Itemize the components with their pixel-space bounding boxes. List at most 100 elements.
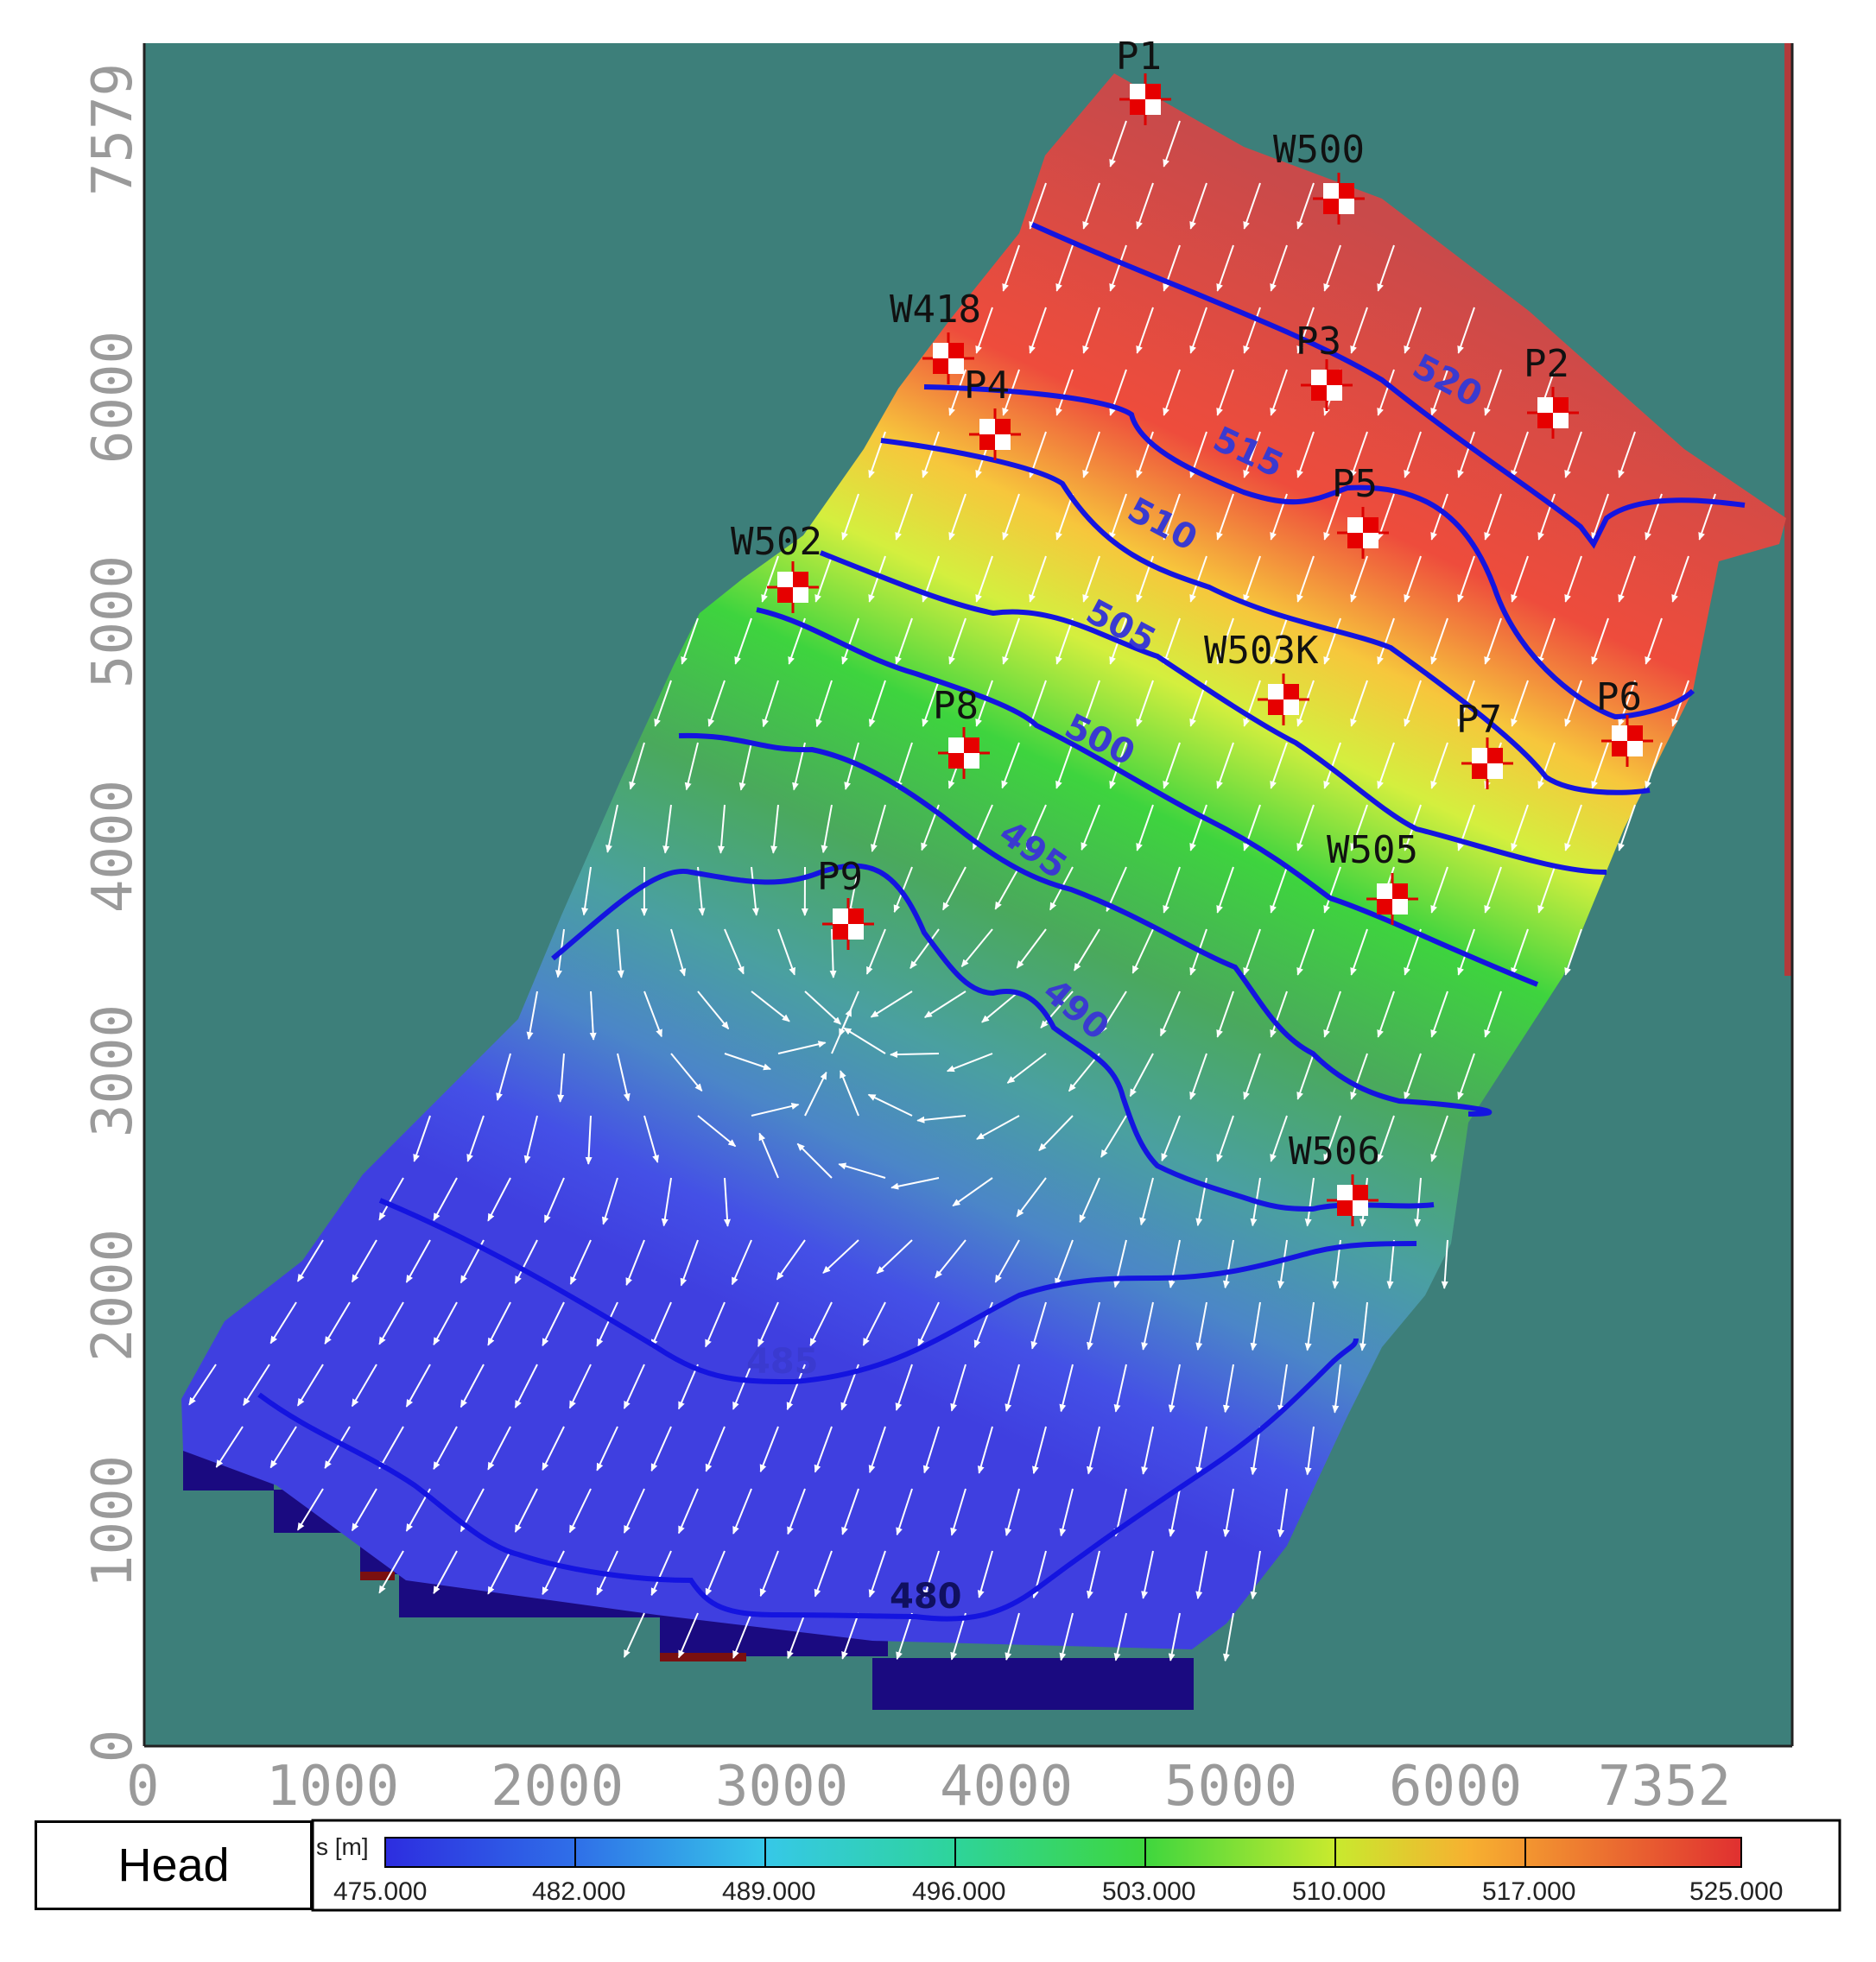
flow-arrow xyxy=(1163,493,1181,541)
flow-arrow xyxy=(1216,866,1234,914)
colorbar-tick: 475.000 xyxy=(333,1877,427,1906)
well-marker[interactable]: W418 xyxy=(890,288,981,384)
y-tick-label: 7579 xyxy=(81,63,145,196)
flow-arrow xyxy=(922,1426,940,1474)
flow-arrow xyxy=(1511,680,1529,727)
flow-arrow xyxy=(1564,431,1582,478)
well-label: P5 xyxy=(1332,462,1378,506)
flow-arrow xyxy=(1025,804,1047,851)
flow-arrow xyxy=(1618,804,1636,851)
flow-arrow xyxy=(948,617,967,665)
flow-arrow xyxy=(829,928,837,978)
flow-arrow xyxy=(868,555,886,603)
well-marker[interactable]: W500 xyxy=(1273,128,1365,225)
contour-label: 480 xyxy=(890,1577,962,1617)
flow-arrow xyxy=(1068,1053,1100,1092)
flow-arrow xyxy=(862,1301,886,1346)
flow-arrow xyxy=(1404,928,1422,976)
flow-arrow xyxy=(662,804,672,854)
well-marker[interactable]: P1 xyxy=(1116,35,1171,125)
flow-arrow xyxy=(650,1550,672,1597)
flow-arrow xyxy=(697,1115,737,1148)
flow-arrow xyxy=(643,1115,659,1163)
flow-arrow xyxy=(378,1301,404,1345)
well-marker[interactable]: P3 xyxy=(1296,320,1353,411)
contour-520 xyxy=(1030,222,1746,549)
flow-arrow xyxy=(413,1115,431,1162)
well-marker[interactable]: P2 xyxy=(1524,342,1579,439)
well-marker[interactable]: P7 xyxy=(1456,698,1513,789)
contour-485 xyxy=(378,1198,1417,1385)
flow-arrow xyxy=(697,990,730,1030)
flow-arrow xyxy=(1350,1053,1368,1100)
flow-arrow xyxy=(623,1488,645,1534)
flow-arrow xyxy=(1243,1053,1261,1100)
flow-arrow xyxy=(976,1115,1020,1140)
contour-505 xyxy=(819,550,1607,875)
flow-arrow xyxy=(1100,1115,1127,1158)
flow-arrow xyxy=(890,1177,940,1190)
flow-arrow xyxy=(1059,1612,1074,1661)
flow-arrow xyxy=(809,1301,833,1347)
flow-arrow xyxy=(831,1008,852,1054)
well-marker[interactable]: W502 xyxy=(731,520,822,613)
well-marker[interactable]: P9 xyxy=(817,855,874,950)
flow-arrow xyxy=(581,866,592,916)
flow-arrow xyxy=(1243,182,1261,230)
flow-arrow xyxy=(296,1488,324,1531)
well-marker[interactable]: P5 xyxy=(1332,462,1389,559)
flow-arrow xyxy=(870,990,913,1018)
contour-490 xyxy=(551,863,1435,1212)
flow-arrow xyxy=(596,1426,618,1472)
x-tick-label: 4000 xyxy=(940,1755,1073,1819)
flow-arrow xyxy=(1564,928,1582,976)
flow-arrow xyxy=(1457,307,1475,354)
well-marker[interactable]: W505 xyxy=(1327,828,1418,925)
well-label: W505 xyxy=(1327,828,1418,872)
flow-arrow xyxy=(777,1041,827,1054)
colorbar-tick: 525.000 xyxy=(1689,1877,1783,1906)
flow-arrow xyxy=(617,1053,631,1102)
dark-red-cell xyxy=(660,1653,746,1661)
well-marker[interactable]: W506 xyxy=(1289,1130,1380,1226)
flow-arrow xyxy=(1457,555,1475,603)
flow-arrow xyxy=(1059,1488,1074,1537)
flow-arrow xyxy=(677,1612,699,1659)
flow-arrow xyxy=(1079,1177,1100,1224)
flow-arrow xyxy=(843,1027,886,1054)
well-marker[interactable]: W503K xyxy=(1204,629,1319,725)
flow-arrow xyxy=(1511,804,1529,851)
x-tick-label: 3000 xyxy=(715,1755,848,1819)
flow-arrow xyxy=(1243,680,1261,727)
flow-arrow xyxy=(1243,555,1261,603)
flow-arrow xyxy=(896,742,913,790)
flow-arrow xyxy=(1430,369,1448,416)
flow-arrow xyxy=(868,1550,886,1598)
well-marker[interactable]: P8 xyxy=(933,684,990,779)
flow-arrow xyxy=(1511,555,1529,603)
flow-arrow xyxy=(821,804,833,854)
flow-arrow xyxy=(1296,555,1315,603)
flow-arrow xyxy=(1484,369,1502,416)
flow-arrow xyxy=(895,493,913,541)
flow-arrow xyxy=(1618,431,1636,478)
flow-arrow xyxy=(569,1239,592,1285)
flow-arrow xyxy=(732,1612,752,1659)
flow-arrow xyxy=(1195,1426,1207,1476)
flow-arrow xyxy=(542,1426,565,1472)
flow-arrow xyxy=(981,990,1020,1023)
flow-arrow xyxy=(948,369,967,416)
flow-arrow xyxy=(1055,369,1074,416)
contour-510 xyxy=(880,438,1651,795)
flow-arrow xyxy=(1350,307,1368,354)
well-marker[interactable]: P4 xyxy=(964,364,1021,460)
flow-arrow xyxy=(804,1071,827,1117)
flow-arrow xyxy=(895,1364,913,1411)
flow-arrow xyxy=(922,680,940,727)
flow-arrow xyxy=(1350,804,1368,851)
flow-arrow xyxy=(1040,990,1074,1028)
flow-arrow xyxy=(1163,866,1181,914)
flow-arrow xyxy=(1243,928,1261,976)
well-marker[interactable]: P6 xyxy=(1596,675,1653,767)
flow-arrow xyxy=(650,1301,672,1348)
